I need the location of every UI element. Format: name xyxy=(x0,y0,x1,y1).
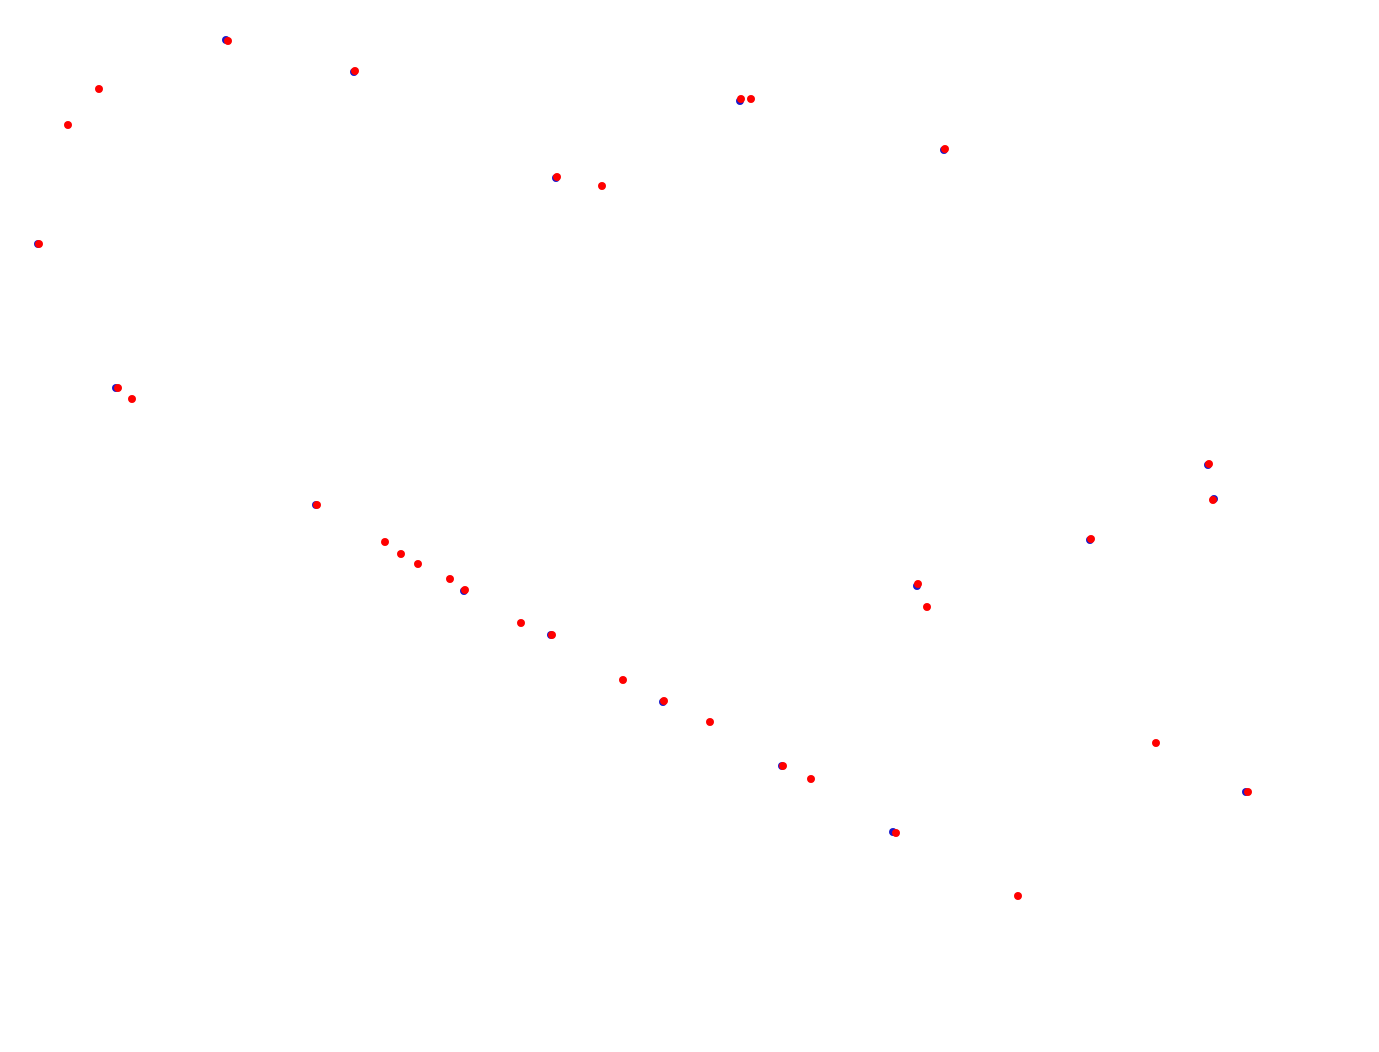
point xyxy=(95,85,103,93)
point xyxy=(914,580,922,588)
point xyxy=(747,95,755,103)
point xyxy=(1014,892,1022,900)
point xyxy=(351,67,359,75)
point xyxy=(548,631,556,639)
point xyxy=(553,173,561,181)
point xyxy=(64,121,72,129)
point xyxy=(1205,460,1213,468)
point xyxy=(397,550,405,558)
point xyxy=(128,395,136,403)
point xyxy=(313,501,321,509)
point xyxy=(381,538,389,546)
point xyxy=(414,560,422,568)
point xyxy=(446,575,454,583)
point xyxy=(706,718,714,726)
point xyxy=(660,697,668,705)
point xyxy=(892,829,900,837)
point xyxy=(737,95,745,103)
point xyxy=(517,619,525,627)
point xyxy=(941,145,949,153)
point xyxy=(1087,535,1095,543)
point xyxy=(807,775,815,783)
point xyxy=(1209,496,1217,504)
point xyxy=(1244,788,1252,796)
point xyxy=(35,240,43,248)
point xyxy=(619,676,627,684)
point xyxy=(224,37,232,45)
point xyxy=(923,603,931,611)
point xyxy=(461,586,469,594)
point xyxy=(1152,739,1160,747)
point xyxy=(114,384,122,392)
point xyxy=(779,762,787,770)
point xyxy=(598,182,606,190)
